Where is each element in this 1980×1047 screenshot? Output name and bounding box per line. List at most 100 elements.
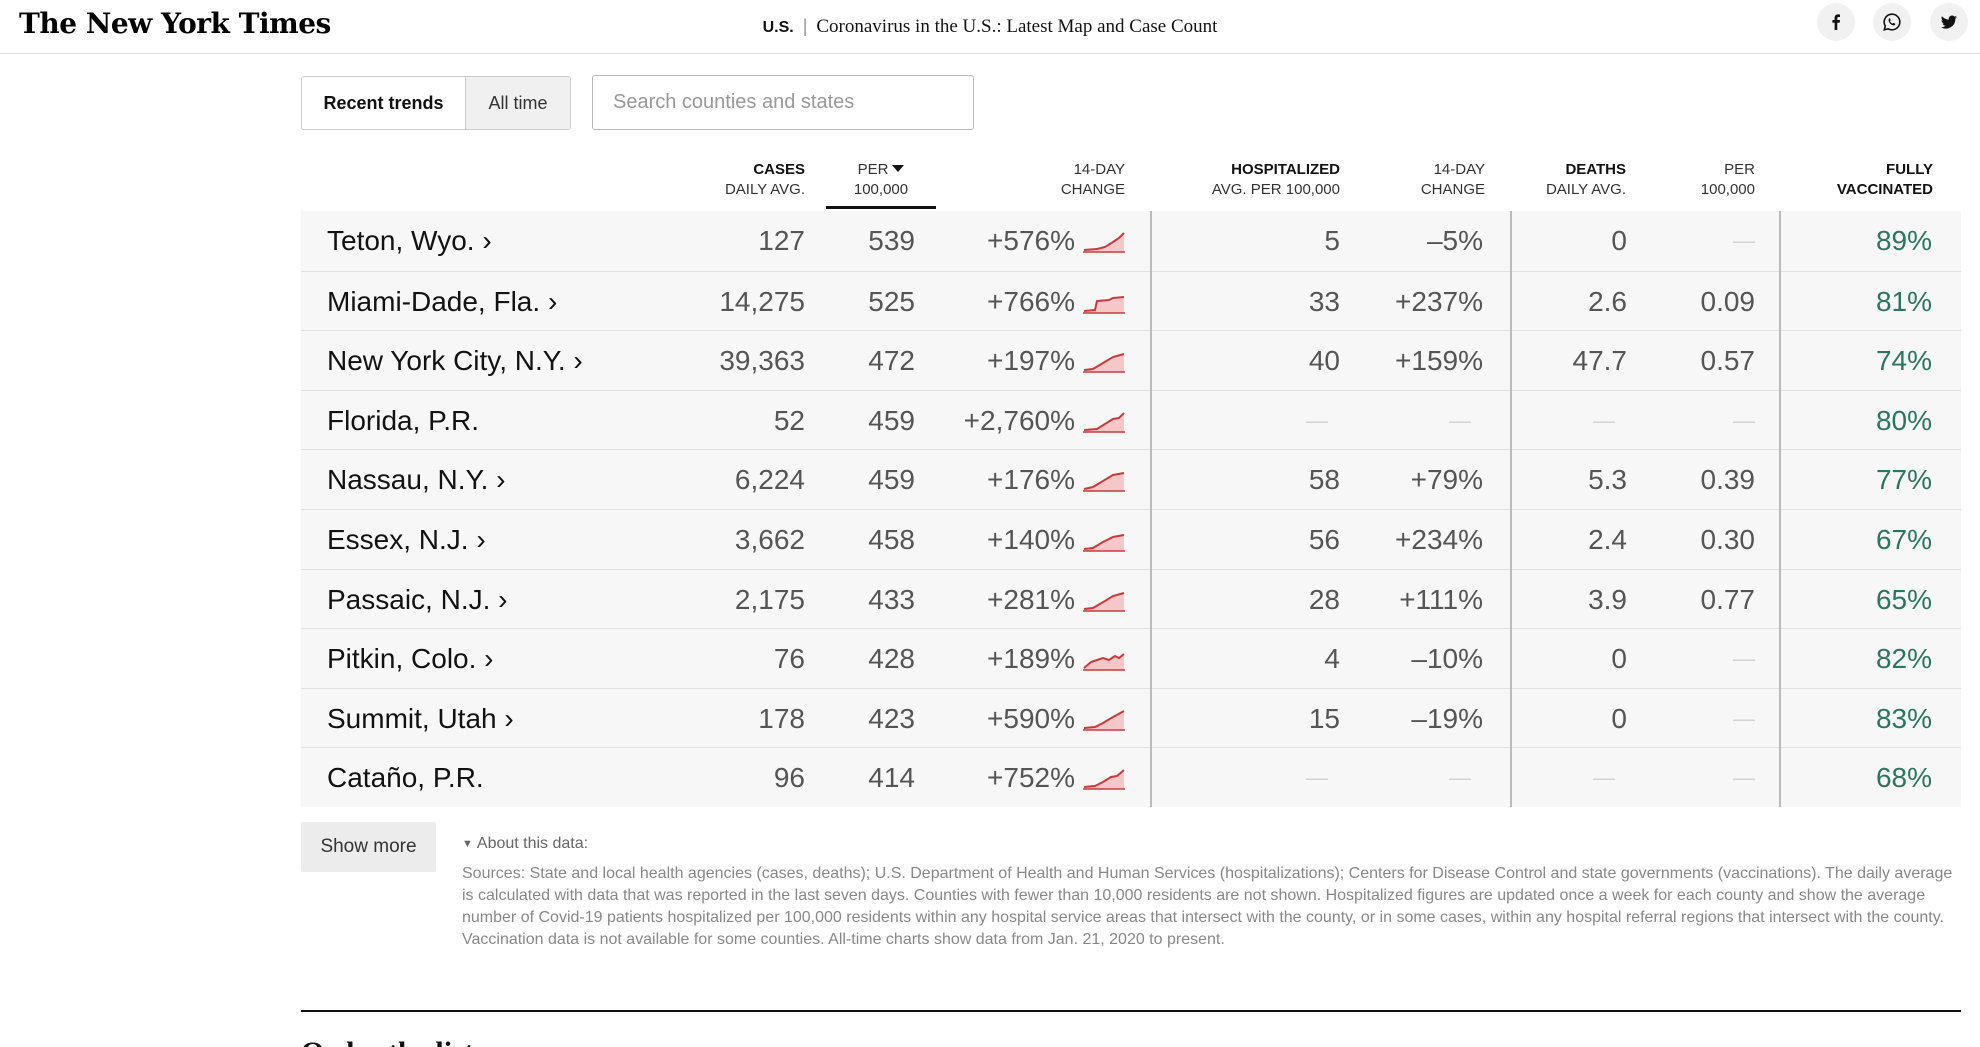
hospitalized-per-100k: —: [1306, 407, 1328, 433]
table-row[interactable]: Essex, N.J. › 3,662 458 +140% 56 +234% 2.4 0.30…: [301, 509, 1961, 569]
county-name-link[interactable]: Cataño, P.R.: [327, 762, 484, 794]
cases-daily-avg: 96: [773, 762, 805, 794]
col-header-14day-change[interactable]: 14-DAY CHANGE: [1061, 160, 1125, 200]
col-header-per-100k[interactable]: PER 100,000: [826, 160, 936, 200]
facebook-share-button[interactable]: [1817, 3, 1855, 41]
hosp-14day-change: —: [1449, 407, 1471, 433]
column-divider: [1510, 211, 1512, 807]
deaths-per-100k: 0.77: [1700, 583, 1756, 615]
nyt-logo[interactable]: The New York Times: [19, 7, 331, 40]
deaths-daily-avg: 5.3: [1588, 464, 1627, 496]
col-header-cases[interactable]: CASES DAILY AVG.: [725, 160, 805, 200]
section-link[interactable]: U.S.: [762, 19, 794, 36]
cases-daily-avg: 6,224: [734, 464, 805, 496]
show-more-button[interactable]: Show more: [301, 822, 436, 872]
hospitalized-per-100k: —: [1306, 765, 1328, 791]
col-header-dper-line2: 100,000: [1700, 181, 1755, 198]
table-row[interactable]: Nassau, N.Y. › 6,224 459 +176% 58 +79% 5.3 0.39…: [301, 449, 1961, 509]
twitter-share-button[interactable]: [1930, 3, 1968, 41]
col-header-cases-line2: DAILY AVG.: [724, 181, 805, 198]
search-input[interactable]: [592, 75, 974, 130]
deaths-per-100k: 0.30: [1700, 524, 1756, 555]
breadcrumb-separator: |: [802, 16, 808, 36]
cases-daily-avg: 76: [773, 643, 805, 675]
hosp-14day-change: +237%: [1395, 285, 1483, 317]
whatsapp-icon: [1883, 13, 1901, 31]
table-row[interactable]: Pitkin, Colo. › 76 428 +189% 4 –10% 0 — 82%: [301, 628, 1961, 688]
cases-per-100k: 428: [868, 643, 915, 675]
deaths-per-100k: 0.39: [1700, 464, 1756, 496]
sparkline-line: [1083, 534, 1125, 550]
deaths-daily-avg: 0: [1611, 225, 1627, 256]
fully-vaccinated-pct: 82%: [1875, 643, 1932, 675]
all-time-tab[interactable]: All time: [466, 77, 570, 129]
cases-per-100k: 472: [868, 345, 915, 377]
col-header-deaths[interactable]: DEATHS DAILY AVG.: [1546, 160, 1626, 200]
sparkline-line: [1083, 769, 1125, 789]
cases-daily-avg: 178: [758, 702, 805, 734]
deaths-per-100k: —: [1733, 646, 1755, 672]
trend-sparkline: [1083, 534, 1125, 552]
hospitalized-per-100k: 4: [1324, 643, 1340, 675]
hospitalized-per-100k: 40: [1308, 345, 1340, 377]
county-name-link[interactable]: Pitkin, Colo. ›: [327, 643, 494, 675]
article-headline[interactable]: Coronavirus in the U.S.: Latest Map and …: [816, 16, 1218, 37]
col-header-vax-line1: FULLY: [1886, 161, 1933, 178]
next-section-heading: Order the list: [301, 1036, 474, 1047]
cases-14day-change: +2,760%: [963, 404, 1075, 436]
data-table-body: Teton, Wyo. › 127 539 +576% 5 –5% 0 — 89% Miami-D…: [301, 211, 1961, 807]
county-name-link[interactable]: Florida, P.R.: [327, 404, 479, 436]
sort-desc-icon: [892, 165, 905, 172]
trend-sparkline: [1083, 353, 1125, 373]
section-rule: [301, 1010, 1961, 1012]
county-name-link[interactable]: Nassau, N.Y. ›: [327, 464, 506, 496]
about-this-data-toggle[interactable]: ▼ About this data:: [462, 835, 588, 853]
county-name-link[interactable]: Teton, Wyo. ›: [327, 225, 492, 256]
table-row[interactable]: Miami-Dade, Fla. › 14,275 525 +766% 33 +237% 2…: [301, 270, 1961, 331]
cases-daily-avg: 39,363: [719, 345, 805, 377]
table-row[interactable]: Summit, Utah › 178 423 +590% 15 –19% 0 — 83%: [301, 687, 1961, 748]
hospitalized-per-100k: 15: [1308, 702, 1340, 734]
fully-vaccinated-pct: 67%: [1875, 524, 1932, 555]
hosp-14day-change: —: [1449, 765, 1471, 791]
triangle-down-icon: ▼: [462, 838, 473, 850]
col-header-fully-vaccinated[interactable]: FULLY VACCINATED: [1837, 160, 1933, 200]
fully-vaccinated-pct: 65%: [1875, 583, 1932, 615]
county-name-link[interactable]: Passaic, N.J. ›: [327, 583, 508, 615]
cases-daily-avg: 52: [773, 404, 805, 436]
table-row[interactable]: Teton, Wyo. › 127 539 +576% 5 –5% 0 — 89%: [301, 211, 1961, 271]
col-header-hosp-14day-change[interactable]: 14-DAY CHANGE: [1421, 160, 1485, 200]
deaths-daily-avg: —: [1593, 765, 1615, 791]
county-name-link[interactable]: Essex, N.J. ›: [327, 524, 486, 555]
cases-daily-avg: 14,275: [719, 285, 805, 317]
col-header-deaths-per-100k[interactable]: PER 100,000: [1701, 160, 1755, 200]
col-header-dper-line1: PER: [1724, 161, 1755, 178]
cases-14day-change: +197%: [987, 345, 1075, 377]
sparkline-line: [1083, 295, 1125, 312]
county-name-link[interactable]: Miami-Dade, Fla. ›: [327, 285, 558, 317]
table-row[interactable]: Florida, P.R. 52 459 +2,760% — — — — 80%: [301, 389, 1961, 450]
cases-14day-change: +752%: [987, 762, 1075, 794]
fully-vaccinated-pct: 81%: [1875, 285, 1932, 317]
col-header-hospitalized[interactable]: HOSPITALIZED AVG. PER 100,000: [1212, 160, 1340, 200]
time-range-toggle: Recent trends All time: [301, 76, 571, 130]
col-header-change-line2: CHANGE: [1060, 181, 1125, 198]
col-header-hchange-line2: CHANGE: [1420, 181, 1485, 198]
table-row[interactable]: Cataño, P.R. 96 414 +752% — — — — 68%: [301, 747, 1961, 807]
sparkline-area: [1084, 412, 1124, 432]
breadcrumb: U.S. | Coronavirus in the U.S.: Latest Map…: [0, 16, 1980, 38]
cases-per-100k: 458: [868, 524, 915, 555]
county-name-link[interactable]: Summit, Utah ›: [327, 702, 514, 734]
sparkline-area: [1084, 710, 1124, 730]
sources-note: Sources: State and local health agencies…: [462, 865, 1953, 948]
hospitalized-per-100k: 28: [1308, 583, 1340, 615]
twitter-icon: [1941, 15, 1957, 29]
trend-sparkline: [1083, 591, 1125, 612]
cases-per-100k: 414: [868, 762, 915, 794]
table-row[interactable]: New York City, N.Y. › 39,363 472 +197% 40 +15…: [301, 330, 1961, 390]
county-name-link[interactable]: New York City, N.Y. ›: [327, 345, 583, 377]
sparkline-line: [1083, 412, 1125, 431]
table-row[interactable]: Passaic, N.J. › 2,175 433 +281% 28 +111% 3.9 0.…: [301, 568, 1961, 629]
recent-trends-tab[interactable]: Recent trends: [302, 77, 466, 129]
whatsapp-share-button[interactable]: [1873, 3, 1911, 41]
